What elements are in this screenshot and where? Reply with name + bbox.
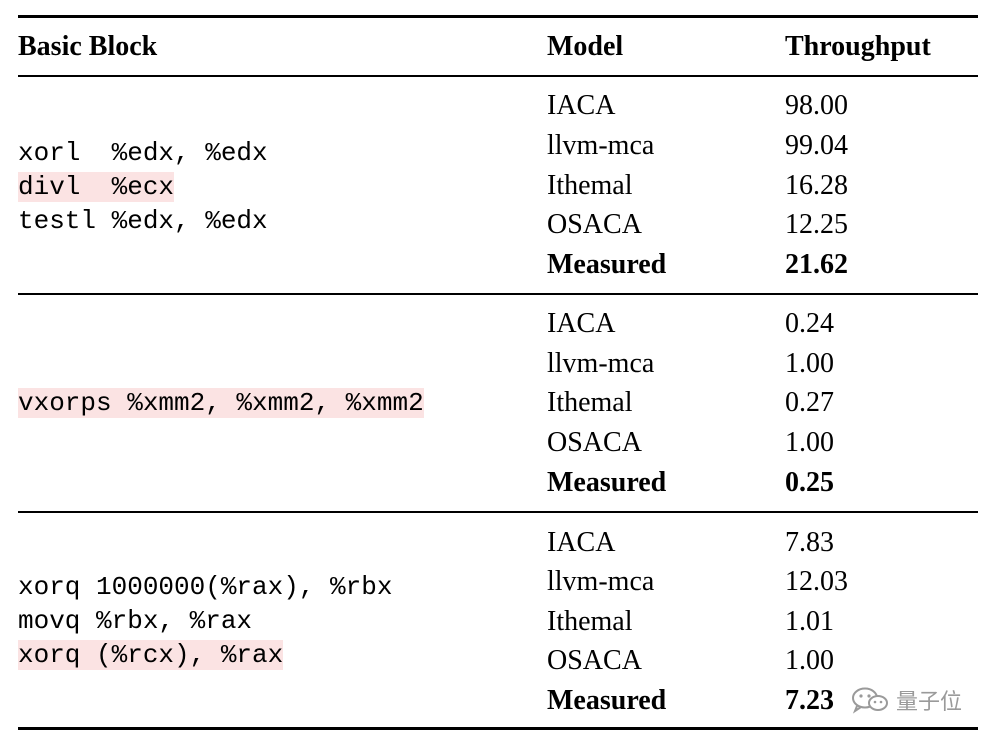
bottom-rule	[18, 727, 978, 730]
model-cell: llvm-mca	[547, 348, 655, 379]
model-cell-measured: Measured	[547, 685, 667, 716]
throughput-cell: 0.24	[785, 308, 834, 339]
model-cell: IACA	[547, 90, 616, 121]
model-cell: Ithemal	[547, 606, 633, 637]
watermark-text: 量子位	[896, 690, 963, 715]
throughput-cell-measured: 7.23	[785, 685, 834, 716]
header-rule	[18, 75, 978, 77]
header-throughput: Throughput	[785, 31, 931, 62]
throughput-cell: 98.00	[785, 90, 848, 121]
throughput-cell: 1.00	[785, 645, 834, 676]
code-line: vxorps %xmm2, %xmm2, %xmm2	[18, 386, 424, 420]
model-cell: Ithemal	[547, 387, 633, 418]
code-line: xorq 1000000(%rax), %rbx	[18, 572, 393, 602]
throughput-cell: 16.28	[785, 170, 848, 201]
model-cell: Ithemal	[547, 170, 633, 201]
model-cell: OSACA	[547, 427, 642, 458]
code-line: xorl %edx, %edx	[18, 138, 268, 168]
model-cell: llvm-mca	[547, 566, 655, 597]
code-line: testl %edx, %edx	[18, 206, 268, 236]
top-rule	[18, 15, 978, 18]
throughput-cell-measured: 21.62	[785, 249, 848, 280]
throughput-cell: 7.83	[785, 527, 834, 558]
code-highlight: vxorps %xmm2, %xmm2, %xmm2	[18, 388, 424, 418]
throughput-cell: 1.00	[785, 348, 834, 379]
throughput-cell: 99.04	[785, 130, 848, 161]
model-cell-measured: Measured	[547, 249, 667, 280]
model-cell-measured: Measured	[547, 467, 667, 498]
model-cell: OSACA	[547, 645, 642, 676]
throughput-cell: 12.03	[785, 566, 848, 597]
header-model: Model	[547, 31, 624, 62]
header-basic-block: Basic Block	[18, 31, 158, 62]
throughput-cell: 1.00	[785, 427, 834, 458]
model-cell: OSACA	[547, 209, 642, 240]
model-cell: llvm-mca	[547, 130, 655, 161]
wechat-icon	[850, 686, 890, 714]
throughput-cell-measured: 0.25	[785, 467, 834, 498]
model-cell: IACA	[547, 308, 616, 339]
throughput-cell: 12.25	[785, 209, 848, 240]
code-line: xorq (%rcx), %rax	[18, 638, 284, 672]
group-rule	[18, 511, 978, 513]
watermark: 量子位	[850, 684, 962, 716]
throughput-cell: 1.01	[785, 606, 834, 637]
throughput-cell: 0.27	[785, 387, 834, 418]
code-highlight: divl %ecx	[18, 172, 175, 202]
model-cell: IACA	[547, 527, 616, 558]
code-highlight: xorq (%rcx), %rax	[18, 640, 284, 670]
code-line: divl %ecx	[18, 170, 175, 204]
code-line: movq %rbx, %rax	[18, 606, 253, 636]
group-rule	[18, 293, 978, 295]
